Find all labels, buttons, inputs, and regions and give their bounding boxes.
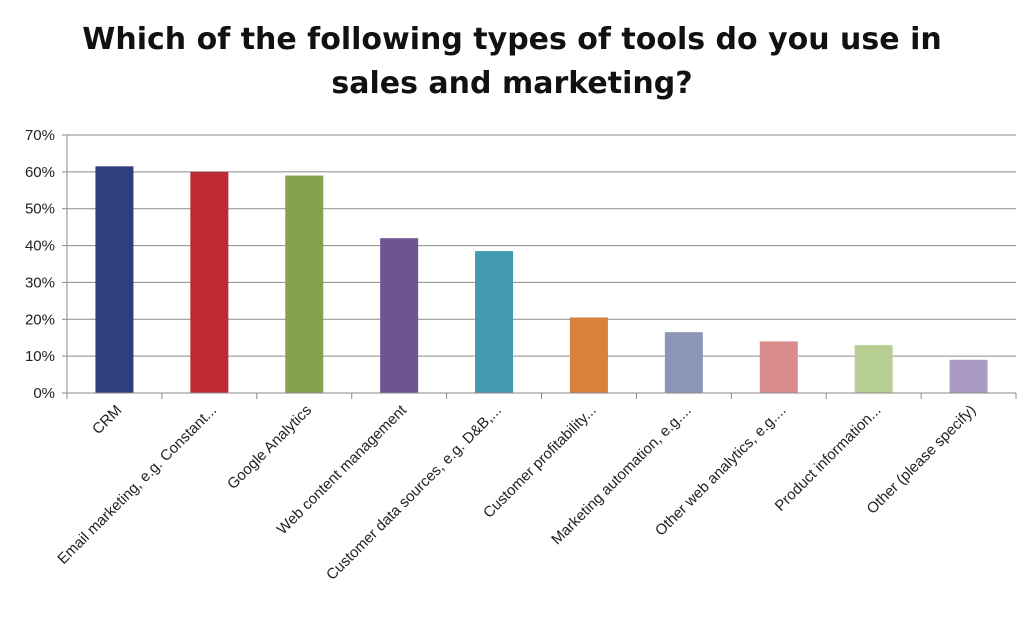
x-category-label: Other (please specify) <box>864 402 980 518</box>
y-tick-label: 0% <box>33 385 55 402</box>
bars <box>95 166 988 393</box>
bar <box>949 359 988 393</box>
x-category-label: Email marketing, e.g. Constant... <box>54 402 220 568</box>
chart-title-line-2: sales and marketing? <box>331 66 693 101</box>
chart-title-line-1: Which of the following types of tools do… <box>82 22 942 57</box>
y-tick-label: 30% <box>25 274 55 291</box>
axes <box>66 135 1017 399</box>
x-category-label: Customer data sources, e.g. D&B,... <box>323 402 505 584</box>
x-category-label: CRM <box>89 402 125 438</box>
bar <box>569 317 608 393</box>
y-tick-label: 20% <box>25 311 55 328</box>
y-tick-label: 70% <box>25 127 55 144</box>
y-tick-label: 40% <box>25 238 55 255</box>
y-axis-tick-labels: 0% 10% 20% 30% 40% 50% 60% 70% <box>25 127 55 402</box>
x-category-label: Google Analytics <box>224 402 315 493</box>
bar <box>475 251 514 393</box>
bar <box>380 238 419 393</box>
bar <box>285 175 324 393</box>
chart-title: Which of the following types of tools do… <box>0 18 1024 106</box>
bar <box>854 345 893 393</box>
bar <box>759 341 798 393</box>
y-tick-label: 50% <box>25 201 55 218</box>
bar <box>190 171 229 393</box>
x-category-label: Product information... <box>772 402 885 515</box>
bar <box>95 166 134 393</box>
bar <box>664 332 703 393</box>
y-tick-label: 10% <box>25 348 55 365</box>
y-tick-label: 60% <box>25 164 55 181</box>
